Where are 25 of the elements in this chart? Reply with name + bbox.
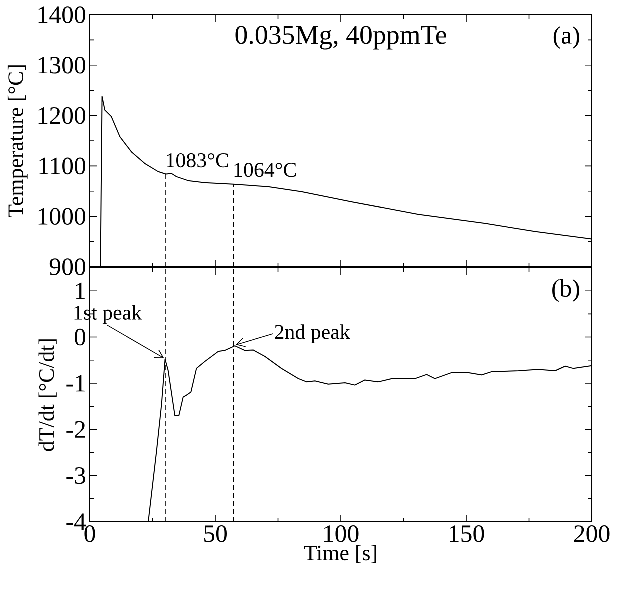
y-tick-label: 1300 xyxy=(38,57,86,74)
chart-title: 0.035Mg, 40ppmTe xyxy=(236,26,446,50)
y-tick-label: -4 xyxy=(66,514,86,530)
y-tick-label: 1000 xyxy=(38,208,86,226)
x-tick-label: 150 xyxy=(450,526,484,542)
annotation: 1064°C xyxy=(234,163,296,178)
y-tick-label: 1400 xyxy=(38,6,86,24)
y-tick-label: 900 xyxy=(50,258,86,276)
y-tick-label: 1200 xyxy=(38,107,86,124)
y-tick-label: 0 xyxy=(74,328,86,346)
y-tick-label: -2 xyxy=(66,421,86,438)
annotation: 1083°C xyxy=(167,153,228,168)
y-axis-title: dT/dt [°C/dt] xyxy=(38,340,57,452)
y-tick-label: -3 xyxy=(66,467,86,484)
x-tick-label: 100 xyxy=(324,526,359,542)
x-axis-title: Time [s] xyxy=(304,545,376,564)
annotation: (a) xyxy=(554,26,580,50)
y-tick-label: 1 xyxy=(76,282,85,300)
annotation: (b) xyxy=(552,280,580,302)
x-tick-label: 50 xyxy=(204,526,227,542)
x-tick-label: 200 xyxy=(574,526,610,542)
y-tick-label: -1 xyxy=(66,375,85,392)
y-axis-title: Temperature [°C] xyxy=(8,66,28,218)
annotation: 2nd peak xyxy=(275,324,350,344)
y-tick-label: 1100 xyxy=(40,158,86,175)
